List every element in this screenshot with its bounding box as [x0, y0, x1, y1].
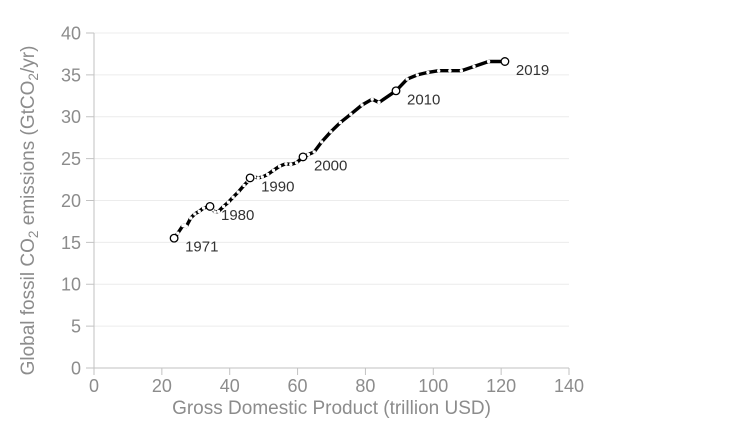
y-tick-label-30: 30 — [61, 107, 81, 127]
y-axis-title: Global fossil CO2 emissions (GtCO2/yr) — [18, 46, 41, 376]
decade-marker-2000 — [298, 152, 308, 162]
year-point-1976 — [189, 216, 193, 220]
x-tick-label-140: 140 — [554, 376, 584, 396]
x-tick-label-80: 80 — [355, 376, 375, 396]
year-point-1988 — [242, 183, 246, 188]
y-tick-label-15: 15 — [61, 233, 81, 253]
year-label-2000: 2000 — [314, 157, 347, 174]
year-point-1996 — [277, 164, 282, 168]
year-point-1992 — [256, 176, 260, 180]
x-tick-label-100: 100 — [418, 376, 448, 396]
x-tick-label-20: 20 — [152, 376, 172, 396]
year-point-2007 — [360, 103, 364, 107]
year-point-2015 — [448, 69, 452, 73]
x-tick-label-0: 0 — [89, 376, 99, 396]
year-point-2011 — [405, 77, 409, 81]
year-point-1987 — [236, 190, 240, 194]
year-point-1999 — [294, 161, 299, 165]
year-label-1990: 1990 — [261, 178, 294, 195]
year-point-2001 — [306, 152, 311, 157]
y-tick-label-5: 5 — [71, 317, 81, 337]
year-point-2003 — [320, 140, 324, 144]
year-label-2010: 2010 — [407, 91, 440, 108]
year-point-1978 — [197, 209, 201, 214]
year-point-2009 — [377, 100, 381, 105]
x-axis-title: Gross Domestic Product (trillion USD) — [172, 398, 491, 419]
year-point-1977 — [193, 212, 197, 216]
year-point-2008 — [370, 97, 374, 101]
year-point-1975 — [184, 224, 188, 229]
year-point-1986 — [231, 195, 235, 199]
year-point-1998 — [289, 162, 293, 167]
x-tick-label-120: 120 — [486, 376, 516, 396]
year-point-2014 — [437, 69, 441, 73]
year-label-2019: 2019 — [516, 62, 549, 79]
y-tick-label-40: 40 — [61, 23, 81, 43]
decade-marker-1990 — [245, 173, 255, 183]
year-point-2012 — [415, 73, 419, 77]
year-point-2013 — [426, 70, 430, 75]
year-point-2017 — [472, 64, 476, 69]
year-point-1993 — [260, 175, 264, 179]
decade-marker-1971 — [169, 233, 179, 243]
y-tick-label-10: 10 — [61, 275, 81, 295]
year-label-1971: 1971 — [185, 239, 218, 256]
year-label-1980: 1980 — [221, 207, 254, 224]
y-tick-label-35: 35 — [61, 65, 81, 85]
year-point-2004 — [329, 130, 333, 134]
year-point-1979 — [201, 206, 206, 210]
year-point-1995 — [271, 168, 276, 172]
year-point-2006 — [349, 112, 353, 116]
year-point-1994 — [266, 172, 270, 177]
year-point-1985 — [226, 200, 231, 204]
x-tick-label-40: 40 — [220, 376, 240, 396]
year-point-2018 — [486, 59, 491, 64]
year-point-1983 — [216, 209, 221, 214]
decade-marker-1980 — [205, 201, 215, 211]
year-point-2016 — [459, 69, 464, 73]
decade-marker-2019 — [500, 57, 510, 66]
decade-marker-2010 — [391, 86, 401, 96]
y-tick-label-20: 20 — [61, 191, 81, 211]
year-point-1997 — [284, 162, 288, 166]
year-point-1982 — [213, 210, 217, 214]
y-tick-label-0: 0 — [71, 358, 81, 378]
y-tick-label-25: 25 — [61, 149, 81, 169]
year-point-1972 — [176, 231, 180, 235]
year-point-2002 — [312, 150, 316, 154]
x-tick-label-60: 60 — [288, 376, 308, 396]
year-point-2005 — [338, 120, 342, 125]
year-point-1984 — [221, 204, 226, 209]
